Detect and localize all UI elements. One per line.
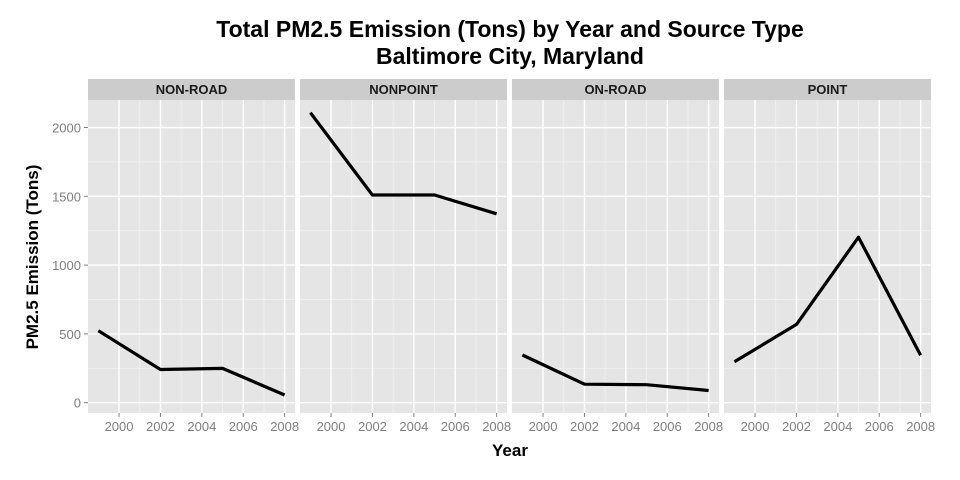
facet-strip [300,79,507,100]
facet-label: ON-ROAD [584,82,646,97]
x-tick-label: 2008 [694,419,723,434]
y-tick-label: 0 [74,396,81,411]
x-tick-label: 2008 [482,419,511,434]
x-tick-label: 2004 [187,419,216,434]
x-tick-label: 2004 [399,419,428,434]
x-tick-label: 2000 [529,419,558,434]
series-line-nonpoint [309,111,498,216]
facet-strip [88,79,295,100]
x-tick-label: 2006 [653,419,682,434]
x-tick-label: 2000 [741,419,770,434]
x-tick-label: 2000 [105,419,134,434]
panel-background [724,100,931,413]
x-tick-label: 2004 [823,419,852,434]
x-tick-label: 2006 [865,419,894,434]
y-tick-label: 1000 [52,258,81,273]
chart-title: Total PM2.5 Emission (Tons) by Year and … [216,16,804,42]
x-tick-label: 2002 [358,419,387,434]
chart-subtitle: Baltimore City, Maryland [376,43,644,69]
x-tick-label: 2008 [906,419,935,434]
panel-background [88,100,295,413]
series-line-point [733,235,923,364]
facet-strip [724,79,931,100]
facet-strip [512,79,719,100]
x-tick-label: 2002 [782,419,811,434]
x-tick-label: 2000 [317,419,346,434]
x-tick-label: 2002 [570,419,599,434]
x-tick-label: 2008 [270,419,299,434]
series-line-non-road [97,329,286,397]
facet-label: NONPOINT [369,82,438,97]
y-tick-label: 2000 [52,121,81,136]
y-tick-label: 1500 [52,189,81,204]
x-tick-label: 2002 [146,419,175,434]
x-tick-label: 2004 [611,419,640,434]
panel-background [300,100,507,413]
facet-label: POINT [808,82,848,97]
y-tick-label: 500 [59,327,81,342]
facet-label: NON-ROAD [156,82,228,97]
panel-background [512,100,719,413]
y-axis-title: PM2.5 Emission (Tons) [23,165,42,350]
x-axis-title: Year [492,441,528,460]
x-tick-label: 2006 [229,419,258,434]
series-line-on-road [521,353,709,393]
x-tick-label: 2006 [441,419,470,434]
